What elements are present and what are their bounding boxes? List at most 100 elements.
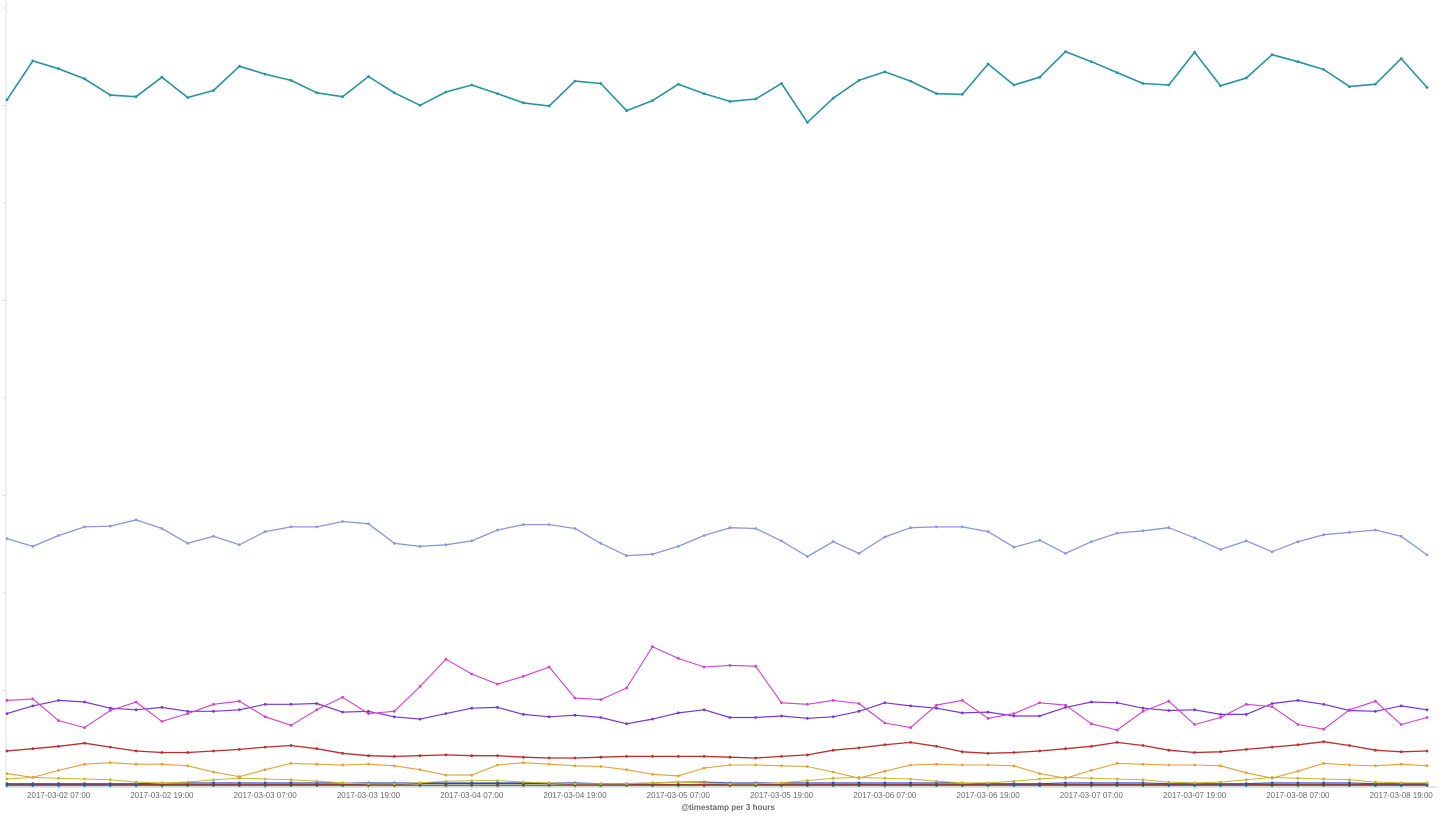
data-point[interactable] xyxy=(1012,751,1016,754)
data-point[interactable] xyxy=(909,704,912,708)
data-point[interactable] xyxy=(651,755,654,758)
data-point[interactable] xyxy=(1141,781,1145,785)
data-point[interactable] xyxy=(444,712,448,715)
data-point[interactable] xyxy=(1141,778,1145,782)
data-point[interactable] xyxy=(1038,75,1042,79)
data-point[interactable] xyxy=(676,755,680,758)
data-point[interactable] xyxy=(418,768,422,772)
data-point[interactable] xyxy=(883,769,887,773)
data-point[interactable] xyxy=(754,782,758,786)
data-point[interactable] xyxy=(1038,772,1042,775)
data-point[interactable] xyxy=(831,715,835,719)
data-point[interactable] xyxy=(522,713,525,716)
data-point[interactable] xyxy=(315,91,319,95)
data-point[interactable] xyxy=(857,781,861,785)
data-point[interactable] xyxy=(367,754,370,758)
data-point[interactable] xyxy=(1296,781,1300,785)
data-point[interactable] xyxy=(960,525,964,529)
data-point[interactable] xyxy=(960,699,964,702)
data-point[interactable] xyxy=(1012,782,1016,786)
data-point[interactable] xyxy=(470,539,474,543)
data-point[interactable] xyxy=(186,541,190,545)
data-point[interactable] xyxy=(702,781,706,785)
data-point[interactable] xyxy=(57,67,60,71)
data-point[interactable] xyxy=(57,782,60,786)
data-point[interactable] xyxy=(1012,779,1016,783)
data-point[interactable] xyxy=(831,748,835,752)
data-point[interactable] xyxy=(5,777,9,781)
data-point[interactable] xyxy=(909,526,912,530)
data-point[interactable] xyxy=(1115,71,1119,74)
data-point[interactable] xyxy=(676,783,680,786)
data-point[interactable] xyxy=(238,748,241,751)
data-point[interactable] xyxy=(780,755,783,758)
data-point[interactable] xyxy=(986,763,990,767)
data-point[interactable] xyxy=(5,712,9,715)
data-point[interactable] xyxy=(1167,699,1171,703)
data-point[interactable] xyxy=(238,699,241,703)
data-point[interactable] xyxy=(1348,763,1351,767)
data-point[interactable] xyxy=(160,527,164,530)
data-point[interactable] xyxy=(1064,703,1067,707)
data-point[interactable] xyxy=(960,750,964,754)
data-point[interactable] xyxy=(496,779,499,782)
data-point[interactable] xyxy=(625,768,628,772)
data-point[interactable] xyxy=(780,701,783,705)
data-point[interactable] xyxy=(831,540,835,544)
data-point[interactable] xyxy=(831,770,835,774)
data-point[interactable] xyxy=(1115,781,1119,785)
data-point[interactable] xyxy=(1322,762,1326,765)
data-point[interactable] xyxy=(573,756,577,760)
data-point[interactable] xyxy=(83,525,86,529)
data-point[interactable] xyxy=(1348,778,1351,782)
data-point[interactable] xyxy=(806,702,809,706)
data-point[interactable] xyxy=(160,75,164,79)
data-point[interactable] xyxy=(625,554,628,558)
data-point[interactable] xyxy=(702,766,706,770)
data-point[interactable] xyxy=(1270,702,1274,705)
data-point[interactable] xyxy=(1090,540,1093,544)
data-point[interactable] xyxy=(831,96,835,100)
data-point[interactable] xyxy=(883,721,887,725)
data-point[interactable] xyxy=(5,98,9,102)
data-point[interactable] xyxy=(31,747,35,751)
data-point[interactable] xyxy=(341,695,344,699)
data-point[interactable] xyxy=(418,685,422,688)
data-point[interactable] xyxy=(960,763,964,767)
data-point[interactable] xyxy=(780,82,783,85)
data-point[interactable] xyxy=(1141,529,1145,533)
data-point[interactable] xyxy=(238,543,241,547)
data-point[interactable] xyxy=(1115,701,1119,705)
data-point[interactable] xyxy=(754,664,758,668)
data-point[interactable] xyxy=(1219,548,1222,551)
data-point[interactable] xyxy=(134,708,138,712)
data-point[interactable] xyxy=(676,774,680,778)
data-point[interactable] xyxy=(806,555,809,558)
data-point[interactable] xyxy=(625,722,628,726)
data-point[interactable] xyxy=(806,779,809,782)
data-point[interactable] xyxy=(57,699,60,702)
data-point[interactable] xyxy=(909,777,912,781)
data-point[interactable] xyxy=(1399,723,1403,726)
data-point[interactable] xyxy=(367,709,370,713)
data-point[interactable] xyxy=(986,710,990,714)
data-point[interactable] xyxy=(315,762,319,766)
data-point[interactable] xyxy=(315,747,319,751)
data-point[interactable] xyxy=(160,720,164,723)
data-point[interactable] xyxy=(1374,764,1377,768)
data-point[interactable] xyxy=(780,539,783,543)
data-point[interactable] xyxy=(83,726,86,729)
data-point[interactable] xyxy=(1090,700,1093,704)
data-point[interactable] xyxy=(857,552,861,555)
data-point[interactable] xyxy=(935,92,938,95)
data-point[interactable] xyxy=(960,93,964,96)
data-point[interactable] xyxy=(496,682,499,686)
data-point[interactable] xyxy=(1064,776,1067,780)
data-point[interactable] xyxy=(1270,53,1274,57)
data-point[interactable] xyxy=(315,525,319,529)
data-point[interactable] xyxy=(935,762,938,766)
data-point[interactable] xyxy=(1322,781,1326,785)
data-point[interactable] xyxy=(1141,706,1145,710)
data-point[interactable] xyxy=(1296,699,1300,702)
data-point[interactable] xyxy=(470,754,474,758)
